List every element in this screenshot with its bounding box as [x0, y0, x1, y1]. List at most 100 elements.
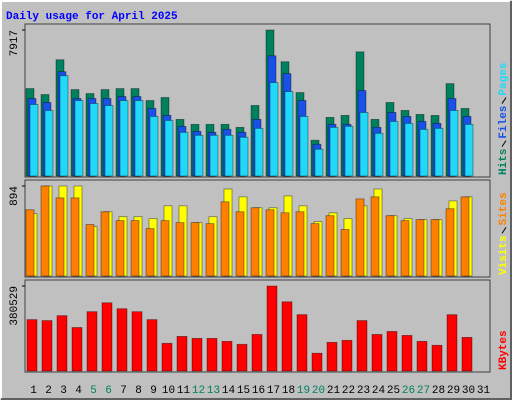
legend-entry: KBytes	[498, 330, 510, 370]
x-tick-label: 19	[297, 385, 310, 397]
x-tick-label: 4	[75, 385, 82, 397]
x-tick-label: 23	[357, 385, 370, 397]
bar	[370, 196, 380, 277]
x-tick-label: 24	[372, 385, 386, 397]
bar	[389, 120, 399, 177]
bar	[296, 314, 308, 372]
legend-entry: Pages	[498, 63, 510, 96]
bar	[284, 91, 294, 177]
bar	[29, 104, 39, 177]
bar	[434, 127, 444, 177]
x-tick-label: 1	[30, 385, 37, 397]
bar	[446, 314, 458, 372]
x-tick-label: 18	[282, 385, 295, 397]
bar	[104, 105, 114, 177]
bar	[131, 311, 143, 372]
bar	[209, 134, 219, 177]
bar	[26, 319, 38, 372]
bar	[190, 222, 200, 277]
x-tick-label: 21	[327, 385, 341, 397]
x-tick-label: 30	[462, 385, 475, 397]
x-tick-label: 31	[477, 385, 491, 397]
bar	[280, 212, 290, 277]
legend-entry: Hits	[498, 149, 510, 175]
bar	[221, 340, 233, 372]
bar	[145, 228, 155, 277]
bar	[415, 219, 425, 277]
bar	[235, 211, 245, 277]
bar	[194, 134, 204, 177]
bar	[100, 211, 110, 277]
x-tick-label: 22	[342, 385, 355, 397]
x-tick-label: 16	[252, 385, 265, 397]
bar	[70, 197, 80, 277]
x-tick-label: 27	[417, 385, 430, 397]
bar	[295, 211, 305, 277]
y-tick-label: 7917	[9, 30, 21, 56]
x-tick-label: 13	[207, 385, 220, 397]
bar	[314, 148, 324, 177]
bar	[266, 285, 278, 372]
bar	[374, 132, 384, 177]
bar	[416, 340, 428, 372]
bar	[160, 220, 170, 277]
bar	[404, 122, 414, 177]
legend-separator	[501, 140, 507, 147]
bar	[419, 128, 429, 177]
bar	[119, 100, 129, 177]
bar	[224, 134, 234, 177]
bar	[385, 215, 395, 277]
bar	[359, 112, 369, 177]
bar	[205, 223, 215, 277]
x-tick-label: 5	[90, 385, 97, 397]
legend-separator	[501, 227, 507, 234]
bar	[115, 220, 125, 277]
bar	[176, 336, 188, 372]
x-tick-label: 14	[222, 385, 236, 397]
bar	[164, 119, 174, 177]
bar	[161, 342, 173, 372]
bar	[355, 198, 365, 277]
bar	[206, 337, 218, 372]
bar	[71, 327, 83, 372]
x-tick-label: 3	[60, 385, 67, 397]
bar	[356, 320, 368, 372]
bar	[40, 185, 50, 277]
x-tick-label: 17	[267, 385, 280, 397]
bar	[191, 337, 203, 372]
bar	[89, 103, 99, 177]
bar	[149, 115, 159, 177]
bar	[430, 219, 440, 277]
bar	[340, 229, 350, 277]
x-tick-label: 12	[192, 385, 205, 397]
bar	[311, 352, 323, 372]
bar	[386, 331, 398, 372]
legend-separator	[501, 97, 507, 104]
bar	[464, 123, 474, 177]
bar	[179, 131, 189, 177]
bar	[265, 209, 275, 277]
x-tick-label: 28	[432, 385, 445, 397]
x-tick-label: 2	[45, 385, 52, 397]
bar	[344, 125, 354, 177]
bar	[341, 339, 353, 372]
bar	[460, 196, 470, 277]
legend-entry: Visits	[498, 235, 510, 275]
bar	[254, 127, 264, 177]
bar	[55, 197, 65, 277]
x-tick-label: 9	[150, 385, 157, 397]
x-tick-label: 20	[312, 385, 325, 397]
x-tick-label: 8	[135, 385, 142, 397]
y-tick-label: 380529	[9, 286, 21, 326]
bar	[400, 220, 410, 277]
bar	[85, 224, 95, 277]
legend-entry: Files	[498, 106, 510, 139]
bar	[236, 343, 248, 372]
bar	[281, 301, 293, 372]
bar	[461, 336, 473, 372]
bar	[44, 110, 54, 177]
bar	[371, 334, 383, 372]
bar	[116, 308, 128, 372]
x-tick-label: 6	[105, 385, 112, 397]
